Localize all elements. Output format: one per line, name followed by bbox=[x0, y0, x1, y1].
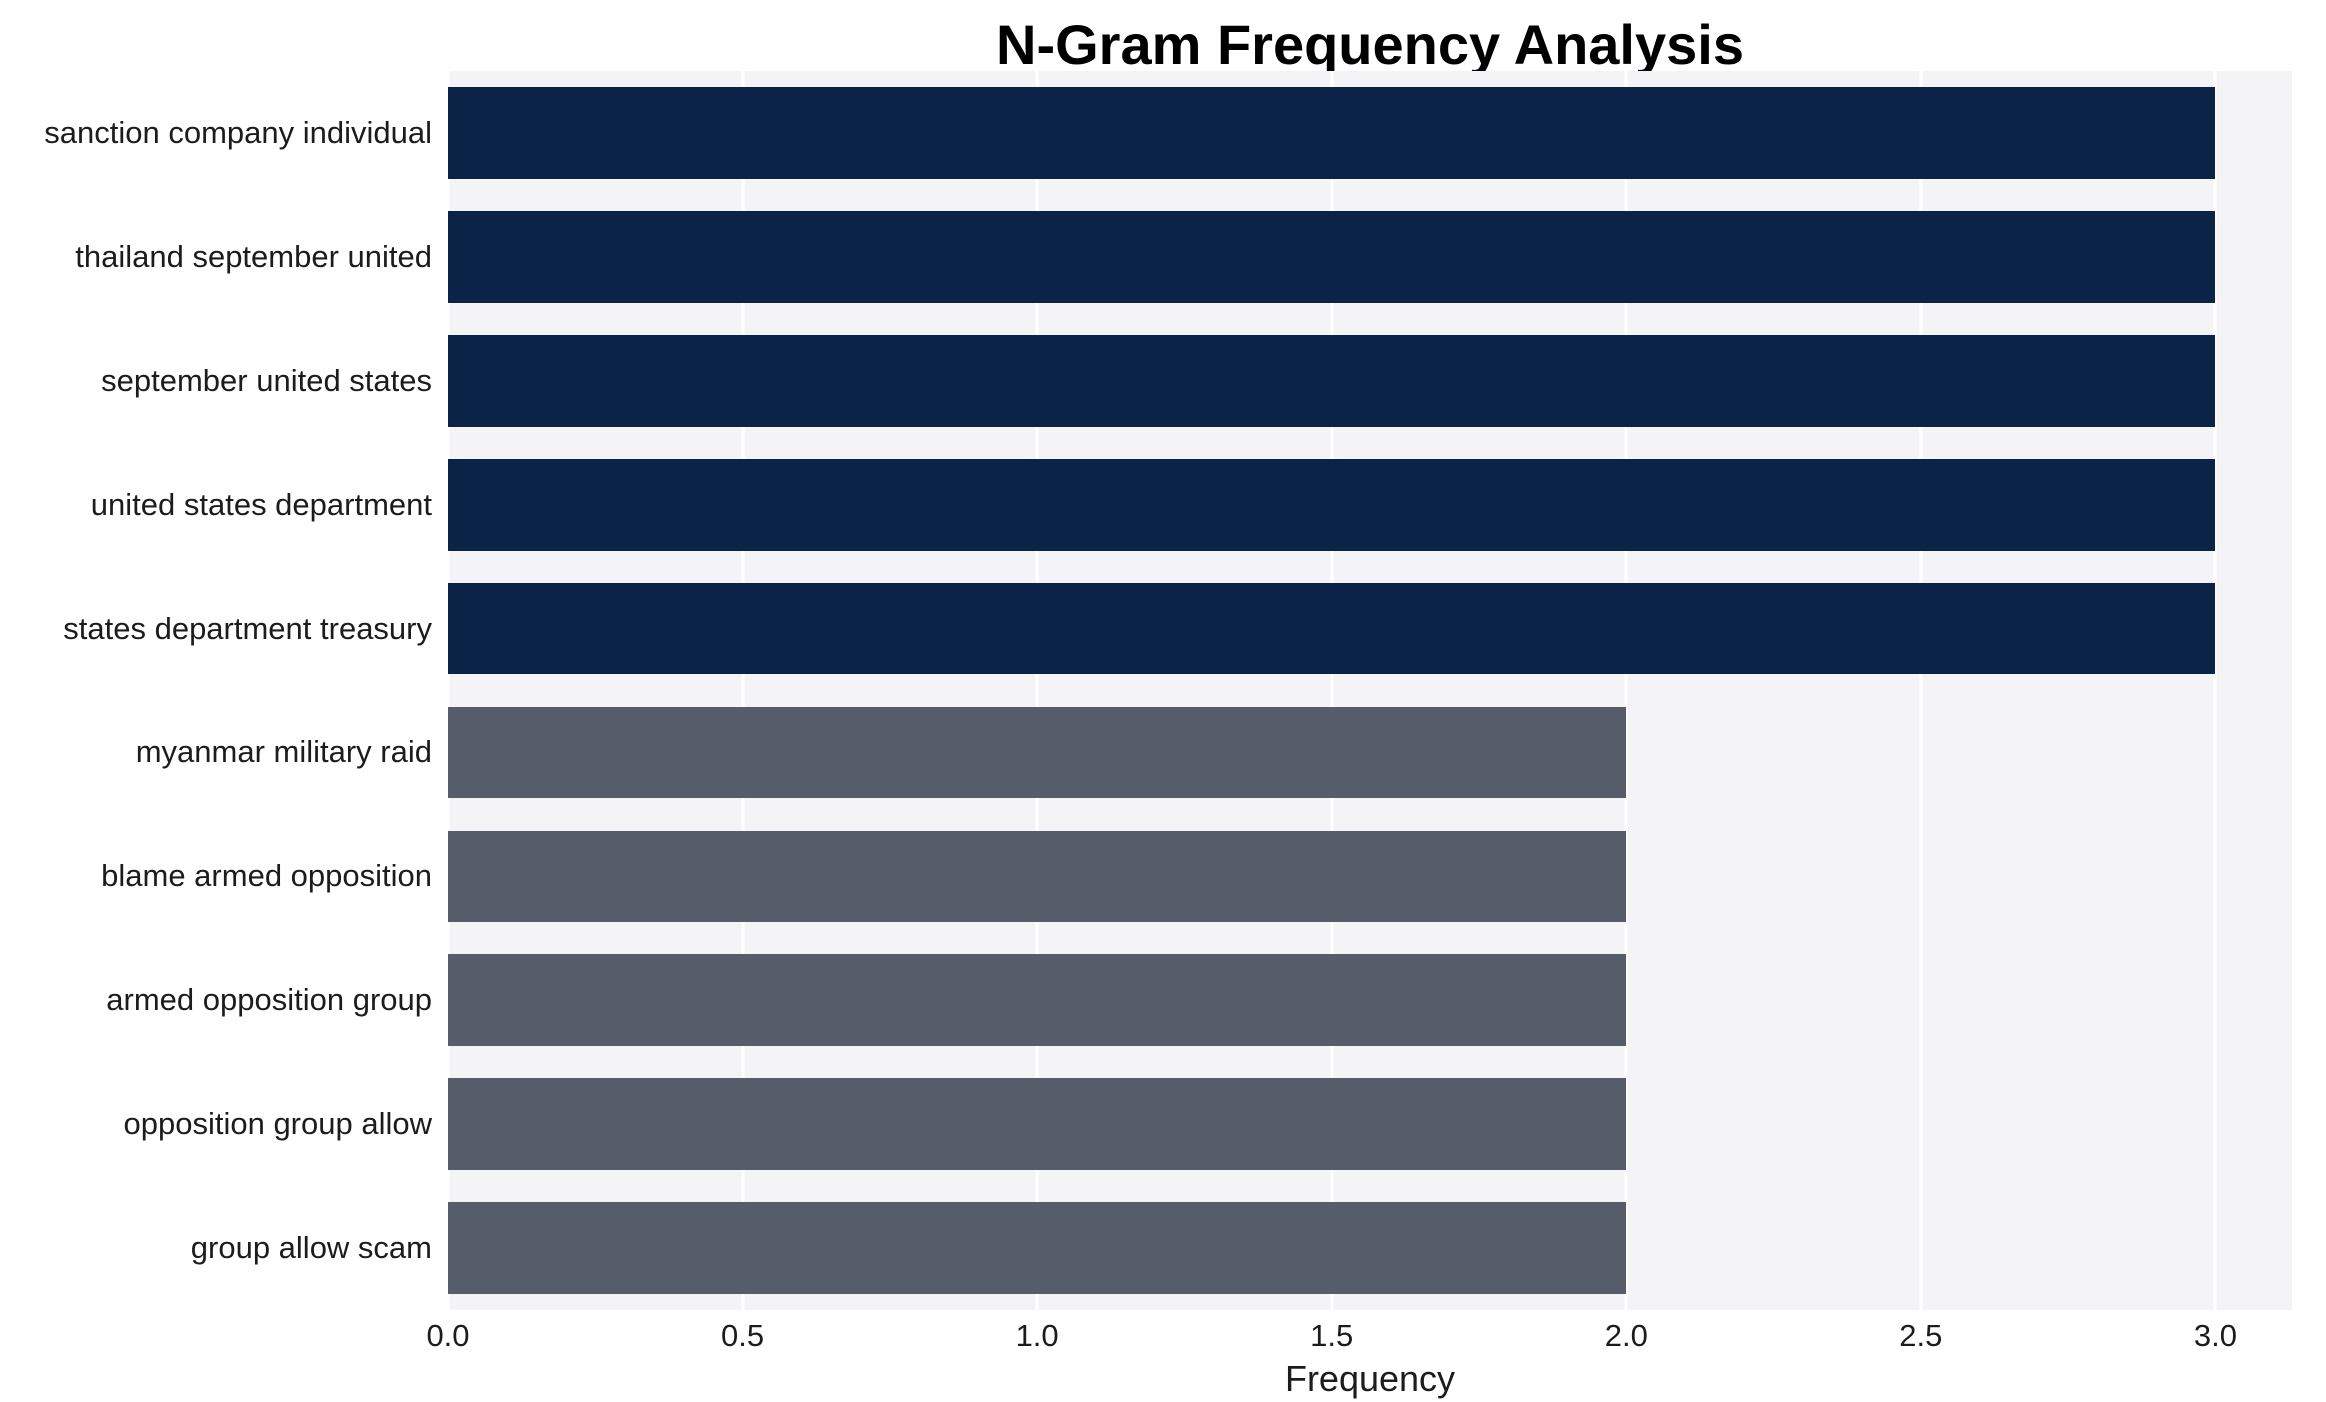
bar-slot bbox=[448, 814, 2292, 938]
gridline bbox=[1035, 71, 1039, 1310]
x-tick-label: 2.0 bbox=[1604, 1318, 1648, 1353]
bar-slot bbox=[448, 443, 2292, 567]
gridline bbox=[741, 71, 745, 1310]
bar-slot bbox=[448, 71, 2292, 195]
bar bbox=[448, 830, 1627, 923]
bar-slot bbox=[448, 195, 2292, 319]
gridline bbox=[1624, 71, 1628, 1310]
bar-slot bbox=[448, 691, 2292, 815]
y-axis-category-labels: sanction company individual thailand sept… bbox=[0, 71, 448, 1310]
bar-slot bbox=[448, 319, 2292, 443]
bar bbox=[448, 87, 2216, 179]
chart-title: N-Gram Frequency Analysis bbox=[996, 13, 1744, 76]
x-tick-label: 1.5 bbox=[1310, 1318, 1354, 1353]
category-label: group allow scam bbox=[190, 1230, 432, 1266]
gridline bbox=[1330, 71, 1334, 1310]
plot-area bbox=[446, 71, 2292, 1310]
x-tick-label: 0.0 bbox=[426, 1318, 470, 1353]
x-tick-label: 3.0 bbox=[2193, 1318, 2237, 1353]
gridline bbox=[2213, 71, 2217, 1310]
x-tick-label: 1.0 bbox=[1015, 1318, 1059, 1353]
bar bbox=[448, 1078, 1627, 1171]
category-label: states department treasury bbox=[63, 610, 432, 646]
category-label: myanmar military raid bbox=[135, 734, 432, 770]
chart-body: sanction company individual thailand sept… bbox=[0, 71, 2292, 1310]
bar bbox=[448, 334, 2216, 427]
bar bbox=[448, 954, 1627, 1047]
category-label: sanction company individual bbox=[44, 114, 432, 150]
category-label: september united states bbox=[101, 362, 432, 398]
bar-slot bbox=[448, 567, 2292, 691]
bar-slot bbox=[448, 938, 2292, 1062]
gridline bbox=[1919, 71, 1923, 1310]
bar bbox=[448, 211, 2216, 303]
x-tick-label: 2.5 bbox=[1899, 1318, 1943, 1353]
x-axis: 0.0 0.5 1.0 1.5 2.0 2.5 3.0 bbox=[426, 1318, 2292, 1358]
bar-slot bbox=[448, 1186, 2292, 1310]
bar bbox=[448, 706, 1627, 799]
gridline bbox=[446, 71, 450, 1310]
category-label: opposition group allow bbox=[123, 1106, 433, 1142]
bar bbox=[448, 1202, 1627, 1294]
bar bbox=[448, 582, 2216, 675]
x-tick-label: 0.5 bbox=[721, 1318, 765, 1353]
x-axis-label: Frequency bbox=[1284, 1358, 1456, 1399]
category-label: blame armed opposition bbox=[101, 858, 432, 894]
category-label: armed opposition group bbox=[106, 982, 432, 1018]
bar-slot bbox=[448, 1062, 2292, 1186]
category-label: thailand september united bbox=[75, 238, 432, 274]
bars-layer bbox=[448, 71, 2292, 1310]
grid-layer bbox=[446, 71, 2292, 1310]
bar bbox=[448, 458, 2216, 551]
category-label: united states department bbox=[90, 486, 432, 522]
